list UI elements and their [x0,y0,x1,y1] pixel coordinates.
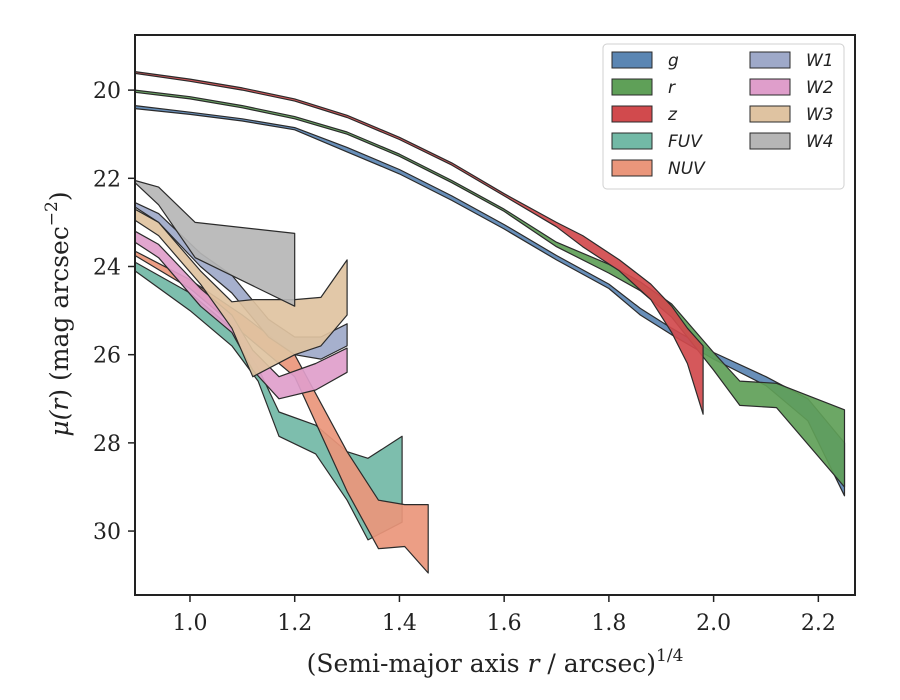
band-g [134,104,846,497]
band-z [134,70,704,415]
legend-label-w2: W2 [806,78,834,98]
x-tick-label: 2.2 [801,611,836,636]
legend-swatch-w1 [749,51,791,69]
legend-label-fuv: FUV [668,132,703,152]
legend-swatch-g [611,51,653,69]
x-tick-label: 1.8 [591,611,626,636]
legend-label-g: g [668,51,679,71]
x-tick-label: 1.2 [277,611,312,636]
x-tick-label: 2.0 [696,611,731,636]
band-w3 [134,208,348,378]
x-tick-label: 1.0 [172,611,207,636]
band-r [134,89,846,488]
x-axis-ticks: 1.0 1.2 1.4 1.6 1.8 2.0 2.2 [172,595,836,636]
legend-swatch-nuv [611,159,653,177]
legend-label-w4: W4 [806,132,834,152]
y-tick-label: 24 [93,255,121,280]
band-w4 [134,179,296,307]
x-tick-label: 1.4 [382,611,417,636]
legend-swatch-fuv [611,132,653,150]
y-axis-ticks: 20 22 24 26 28 30 [93,79,135,545]
legend-swatch-w3 [749,105,791,123]
legend-swatch-w4 [749,132,791,150]
x-axis-title: (Semi-major axis r / arcsec)1/4 [307,646,684,678]
legend-swatch-r [611,78,653,96]
profile-bands [134,70,846,574]
legend-swatch-w2 [749,78,791,96]
legend-label-z: z [667,105,678,125]
y-tick-label: 26 [93,344,121,369]
y-tick-label: 28 [93,432,121,457]
plot-frame [134,34,856,596]
legend-label-w3: W3 [806,105,834,125]
legend-swatch-z [611,105,653,123]
legend-label-w1: W1 [806,51,834,71]
y-tick-label: 22 [93,167,121,192]
legend-label-r: r [668,78,676,98]
x-tick-label: 1.6 [487,611,522,636]
y-axis-title: μ(r) (mag arcsec−2) [42,191,74,436]
legend: grz FUV NUV W1 W2 W3 W4 [602,43,845,190]
y-tick-label: 20 [93,79,121,104]
y-tick-label: 30 [93,520,121,545]
legend-label-nuv: NUV [668,159,706,179]
